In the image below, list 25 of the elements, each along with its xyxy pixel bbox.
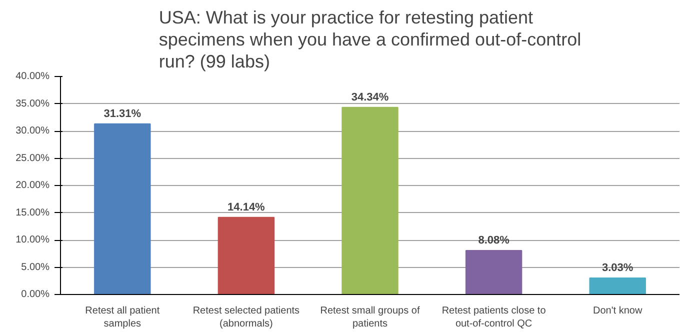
x-tick-label: Retest small groups of patients: [320, 306, 420, 330]
y-tick-label: 30.00%: [16, 126, 50, 136]
y-tick-label: 0.00%: [21, 289, 50, 300]
y-tick-label: 20.00%: [16, 180, 50, 191]
bar: [465, 250, 522, 294]
x-tick-label: Don't know: [593, 306, 643, 316]
bar: [342, 106, 398, 294]
data-label: 34.34%: [351, 91, 389, 104]
data-label: 8.08%: [478, 234, 510, 246]
y-tick-label: 5.00%: [21, 262, 50, 273]
data-label: 31.31%: [104, 108, 142, 120]
y-tick-label: 25.00%: [16, 152, 50, 164]
data-label: 14.14%: [228, 201, 266, 214]
y-tick-label: 10.00%: [16, 234, 50, 246]
x-tick-label: Retest patients close to out-of-control QC: [442, 306, 546, 330]
y-tick-label: 40.00%: [16, 71, 50, 82]
y-tick-label: 35.00%: [16, 98, 50, 110]
bar: [94, 123, 151, 294]
y-tick-label: 15.00%: [16, 207, 50, 218]
data-label: 3.03%: [602, 262, 634, 274]
chart-title: USA: What is your practice for retesting patient specimens when you have a confirmed out-of-control run? (99 labs): [158, 8, 582, 72]
x-tick-label: Retest selected patients (abnormals): [192, 306, 300, 330]
bar: [218, 216, 275, 294]
bar: [589, 277, 646, 294]
x-tick-label: Retest all patient samples: [85, 306, 160, 330]
